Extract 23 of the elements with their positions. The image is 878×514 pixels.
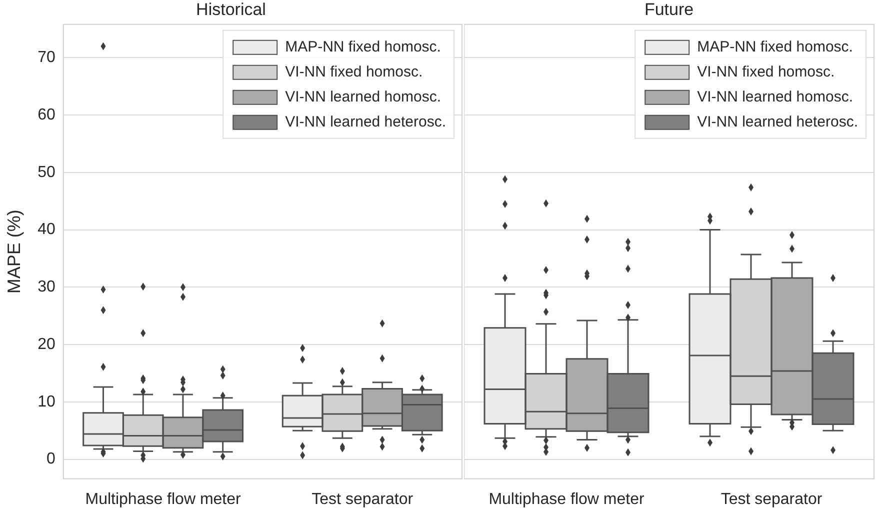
x-tick-label: Test separator [720, 490, 823, 508]
y-tick-label: 10 [38, 393, 56, 410]
legend-label: MAP-NN fixed homosc. [697, 38, 853, 56]
legend-label: VI-NN learned heterosc. [285, 114, 446, 131]
legend-label: VI-NN learned heterosc. [697, 114, 858, 131]
legend-label: MAP-NN fixed homosc. [285, 38, 441, 56]
y-tick-label: 40 [38, 221, 56, 238]
chart-title: Future [644, 0, 694, 19]
y-tick-label: 50 [38, 164, 56, 181]
legend-label: VI-NN fixed homosc. [697, 64, 835, 81]
x-tick-label: Test separator [312, 490, 414, 508]
y-axis-title: MAPE (%) [4, 210, 24, 294]
x-tick-label: Multiphase flow meter [85, 490, 242, 508]
y-tick-label: 30 [38, 278, 56, 296]
legend-label: VI-NN learned homosc. [697, 88, 853, 106]
x-tick-label: Multiphase flow meter [488, 490, 645, 508]
y-tick-label: 0 [46, 450, 56, 468]
legend-label: VI-NN learned homosc. [285, 88, 441, 106]
y-tick-label: 60 [38, 106, 56, 124]
y-tick-label: 20 [38, 336, 56, 353]
y-tick-label: 70 [38, 49, 56, 66]
chart-title: Historical [196, 0, 266, 19]
legend-label: VI-NN fixed homosc. [285, 64, 423, 81]
